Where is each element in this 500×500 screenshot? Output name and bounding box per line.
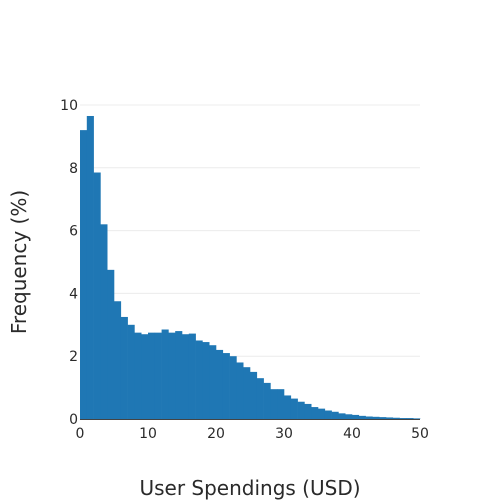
y-tick-label: 4 — [69, 286, 78, 302]
histogram-bar — [399, 418, 407, 419]
histogram-bar — [243, 367, 251, 419]
histogram-bar — [168, 332, 176, 419]
histogram-bar — [120, 316, 128, 419]
x-axis-title: User Spendings (USD) — [139, 476, 360, 500]
histogram-bar — [107, 269, 115, 419]
y-tick-label: 6 — [69, 224, 78, 240]
histogram-bar — [154, 332, 162, 419]
histogram-bar — [270, 389, 278, 419]
histogram-bar — [304, 403, 312, 419]
x-tick-label: 30 — [275, 426, 293, 442]
histogram-bar — [161, 329, 169, 419]
x-tick-label: 50 — [411, 426, 429, 442]
histogram-bar — [93, 172, 101, 419]
histogram-bar — [114, 301, 122, 419]
x-tick-label: 10 — [139, 426, 157, 442]
histogram-bar — [372, 416, 380, 419]
histogram-bar — [379, 417, 387, 419]
histogram-bar — [263, 382, 271, 419]
histogram-bar — [365, 416, 373, 419]
histogram-bar — [216, 349, 224, 419]
y-tick-label: 10 — [60, 98, 78, 114]
histogram-bar — [311, 407, 319, 419]
y-tick-label: 2 — [69, 349, 78, 365]
histogram-bar — [134, 332, 142, 419]
histogram-bar — [324, 410, 332, 419]
histogram-bar — [202, 342, 210, 419]
x-tick-label: 40 — [343, 426, 361, 442]
histogram-bar — [175, 331, 183, 419]
histogram-bar — [188, 333, 196, 419]
histogram-bar — [256, 378, 264, 419]
histogram-bar — [141, 334, 149, 419]
histogram-bar — [250, 371, 258, 419]
histogram-bar — [80, 130, 88, 419]
histogram-bar — [284, 395, 292, 419]
x-tick-labels: 0 10 20 30 40 50 — [76, 426, 429, 442]
histogram-bar — [290, 398, 298, 419]
histogram-bar — [392, 417, 400, 419]
x-tick-label: 0 — [76, 426, 85, 442]
x-tick-label: 20 — [207, 426, 225, 442]
histogram-bar — [195, 340, 203, 419]
histogram-bar — [406, 418, 414, 419]
histogram-bar — [127, 324, 135, 419]
y-tick-label: 8 — [69, 161, 78, 177]
histogram-bar — [86, 115, 94, 420]
histogram-bar — [100, 224, 108, 419]
histogram-bar — [182, 334, 190, 419]
histogram-bar — [331, 411, 339, 419]
histogram-bar — [352, 414, 360, 419]
histogram-bar — [229, 356, 237, 419]
histogram-bar — [386, 417, 394, 419]
histogram-bar — [277, 389, 285, 419]
histogram-bar — [236, 362, 244, 419]
y-tick-labels: 0 2 4 6 8 10 — [60, 98, 78, 428]
y-tick-label: 0 — [69, 412, 78, 428]
histogram-bar — [297, 401, 305, 419]
histogram-bar — [338, 413, 346, 419]
histogram-bar — [318, 408, 326, 419]
histogram-bar — [222, 353, 230, 419]
histogram-bar — [148, 332, 156, 419]
histogram-bar — [413, 418, 421, 419]
bars — [80, 115, 421, 420]
histogram-bar — [358, 415, 366, 419]
grid-lines — [80, 104, 420, 357]
histogram-bar — [345, 414, 353, 419]
histogram-bar — [209, 345, 217, 419]
y-axis-title: Frequency (%) — [7, 190, 31, 334]
